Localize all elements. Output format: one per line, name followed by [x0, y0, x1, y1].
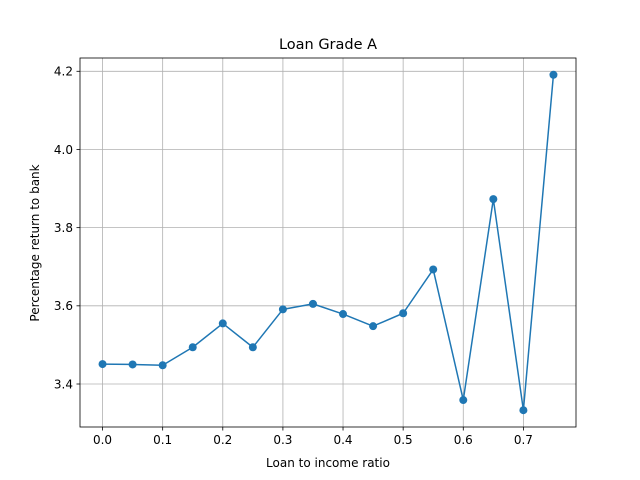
data-point	[308, 299, 317, 308]
data-point	[429, 265, 438, 274]
data-point	[278, 305, 287, 314]
data-point	[188, 343, 197, 352]
y-axis-label: Percentage return to bank	[28, 164, 42, 321]
data-point	[519, 406, 528, 415]
y-tick-label: 4.2	[54, 65, 73, 79]
x-tick-label: 0.7	[514, 433, 533, 447]
x-tick-label: 0.3	[273, 433, 292, 447]
data-point	[158, 361, 167, 370]
x-tick-label: 0.1	[153, 433, 172, 447]
x-tick-label: 0.5	[394, 433, 413, 447]
data-point	[489, 195, 498, 204]
y-tick-label: 3.4	[54, 377, 73, 391]
axes-frame	[79, 57, 577, 428]
y-tick-label: 3.8	[54, 221, 73, 235]
x-tick-label: 0.2	[213, 433, 232, 447]
data-point	[128, 360, 137, 369]
y-tick-label: 4.0	[54, 143, 73, 157]
data-point	[218, 319, 227, 328]
ticks: 0.0 0.1 0.2 0.3 0.4 0.5 0.6 0.7 3.4 3.6 3.8 4.0 4.2	[54, 65, 533, 447]
x-axis-label: Loan to income ratio	[266, 456, 390, 470]
data-point	[98, 360, 107, 369]
series-line	[102, 74, 555, 411]
data-point	[339, 310, 348, 319]
x-tick-label: 0.6	[454, 433, 473, 447]
data-point	[549, 70, 558, 79]
grid	[80, 58, 576, 427]
data-point	[399, 309, 408, 318]
series-layer	[98, 70, 558, 415]
data-point	[248, 343, 257, 352]
y-tick-label: 3.6	[54, 299, 73, 313]
chart-title: Loan Grade A	[279, 37, 377, 53]
data-point	[369, 322, 378, 331]
plot-frame	[79, 57, 577, 428]
x-tick-label: 0.4	[333, 433, 352, 447]
x-tick-label: 0.0	[93, 433, 112, 447]
data-point	[459, 396, 468, 405]
